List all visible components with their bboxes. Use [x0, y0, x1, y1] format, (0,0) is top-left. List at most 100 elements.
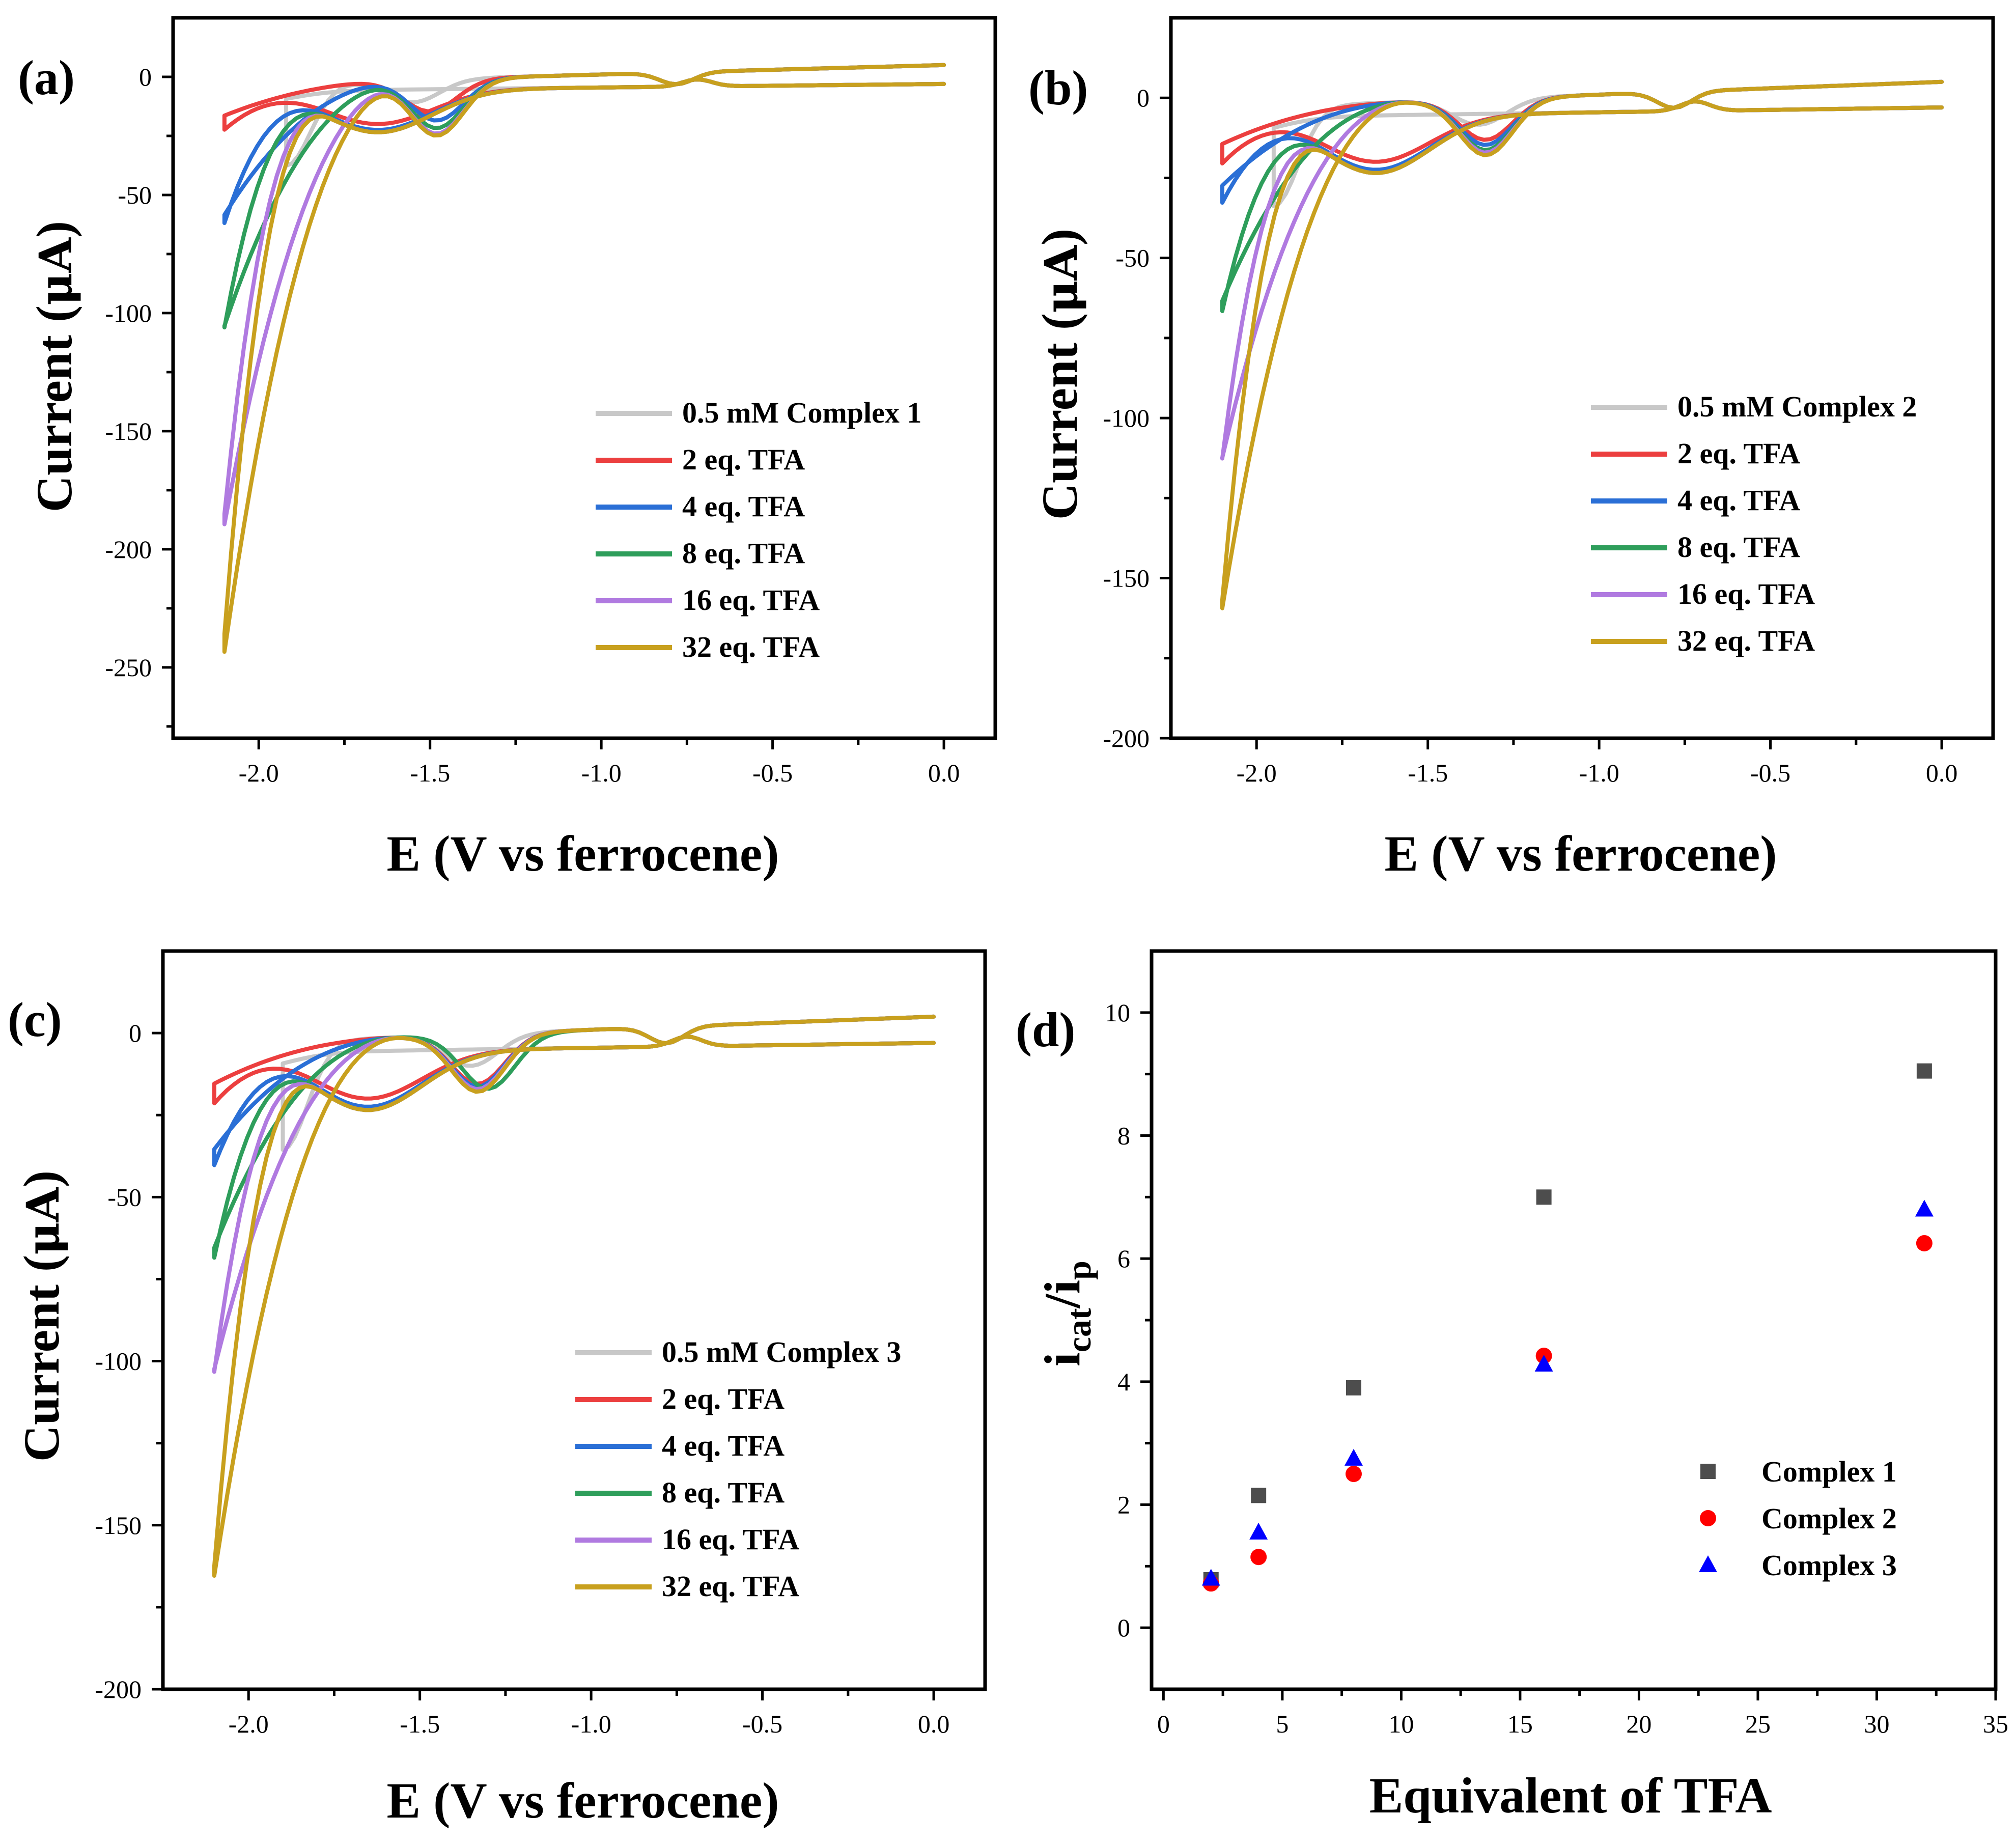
legend-marker	[1699, 1555, 1717, 1572]
plot-frame	[161, 949, 987, 1691]
cv-curve-16-eq	[222, 63, 946, 526]
y-tick-label: 0	[129, 1019, 142, 1047]
cv-curve-complex	[284, 63, 946, 168]
x-tick-label: -1.0	[581, 759, 622, 787]
panel-label: (a)	[18, 50, 75, 105]
cv-curve-complex	[1271, 79, 1944, 208]
legend-label: 0.5 mM Complex 2	[1677, 390, 1917, 423]
data-point-complex-1	[1251, 1488, 1267, 1503]
legend-label: 32 eq. TFA	[1677, 624, 1815, 657]
x-tick-label: 20	[1626, 1710, 1651, 1738]
y-tick-label: -100	[95, 1347, 142, 1376]
x-tick-label: 30	[1864, 1710, 1889, 1738]
legend-label: Complex 3	[1761, 1549, 1897, 1582]
legend-label: 4 eq. TFA	[682, 490, 805, 523]
legend-label: 32 eq. TFA	[662, 1570, 799, 1603]
panel-label: (d)	[1016, 1002, 1075, 1057]
legend-label: 16 eq. TFA	[682, 583, 820, 617]
legend-marker	[1700, 1464, 1716, 1479]
data-point-complex-2	[1345, 1466, 1362, 1483]
x-tick-label: -1.5	[400, 1710, 440, 1738]
cv-curve-4-eq	[1220, 79, 1944, 205]
legend-label: 4 eq. TFA	[662, 1429, 785, 1462]
y-axis-label: icat/ip	[1034, 1261, 1098, 1366]
x-tick-label: -0.5	[742, 1710, 782, 1738]
data-point-complex-2	[1916, 1235, 1933, 1251]
y-tick-label: -100	[105, 299, 152, 327]
panel-a: -2.0 -1.5 -1.0 -0.5 0.0 0 -50 -100 -150 -200 -250 (…	[18, 16, 997, 882]
panel-label: (c)	[8, 992, 62, 1047]
y-axis-label: Current (μA)	[26, 221, 82, 512]
x-axis-label: Equivalent of TFA	[1369, 1767, 1772, 1824]
y-tick-label: 10	[1105, 998, 1130, 1027]
x-tick-label: -1.5	[410, 759, 450, 787]
y-tick-label: -200	[1103, 724, 1150, 752]
x-tick-label: -1.0	[571, 1710, 611, 1738]
panel-d: 0 5 10 15 20 25 30 35 0 2 4 6 8 10 (d) Equivalent of TF…	[1016, 949, 2008, 1824]
x-tick-label: 15	[1507, 1710, 1533, 1738]
y-tick-label: 4	[1117, 1367, 1130, 1396]
data-point-complex-3	[1534, 1355, 1553, 1372]
cv-curve-32-eq	[1220, 79, 1944, 610]
panel-b: -2.0 -1.5 -1.0 -0.5 0.0 0 -50 -100 -150 -200 (b) E …	[1028, 16, 1995, 882]
legend-label: 8 eq. TFA	[682, 537, 805, 570]
y-tick-label: -150	[105, 417, 152, 445]
data-point-complex-3	[1915, 1199, 1934, 1217]
y-tick-label: 0	[1117, 1613, 1130, 1642]
legend-label: 2 eq. TFA	[682, 443, 805, 476]
data-point-complex-1	[1916, 1063, 1932, 1079]
plot-frame	[1169, 16, 1995, 740]
panel-label: (b)	[1028, 61, 1088, 115]
x-tick-label: -2.0	[239, 759, 279, 787]
x-axis-label: E (V vs ferrocene)	[1384, 825, 1777, 882]
panel-c: -2.0 -1.5 -1.0 -0.5 0.0 0 -50 -100 -150 -200 (c) E …	[8, 949, 987, 1829]
y-tick-label: 0	[1137, 83, 1150, 112]
data-point-complex-3	[1249, 1522, 1268, 1540]
legend-label: Complex 1	[1761, 1455, 1897, 1488]
cv-curve-32-eq	[222, 63, 946, 654]
legend-label: 0.5 mM Complex 1	[682, 396, 921, 429]
y-tick-label: -150	[95, 1511, 142, 1540]
y-tick-label: -50	[118, 181, 152, 209]
x-tick-label: -1.0	[1579, 759, 1619, 787]
x-tick-label: -2.0	[229, 1710, 269, 1738]
y-axis-label: Current (μA)	[13, 1170, 70, 1462]
legend-marker	[1700, 1510, 1716, 1526]
x-tick-label: -0.5	[752, 759, 793, 787]
x-tick-label: 0.0	[918, 1710, 950, 1738]
y-axis-label: Current (μA)	[1031, 229, 1088, 520]
y-tick-label: 2	[1117, 1491, 1130, 1519]
x-tick-label: 25	[1745, 1710, 1771, 1738]
y-tick-label: -50	[107, 1183, 142, 1211]
data-point-complex-2	[1250, 1549, 1267, 1566]
legend-label: 8 eq. TFA	[662, 1476, 785, 1509]
x-tick-label: 10	[1388, 1710, 1414, 1738]
x-tick-label: 0.0	[1926, 759, 1958, 787]
x-tick-label: 35	[1983, 1710, 2008, 1738]
data-point-complex-3	[1201, 1569, 1220, 1586]
y-tick-label: -100	[1103, 404, 1150, 432]
data-point-complex-1	[1536, 1189, 1552, 1205]
x-tick-label: -2.0	[1237, 759, 1277, 787]
y-tick-label: -250	[105, 653, 152, 682]
x-axis-label: E (V vs ferrocene)	[386, 825, 779, 882]
y-tick-label: -200	[105, 535, 152, 564]
x-axis-label: E (V vs ferrocene)	[386, 1772, 779, 1829]
legend-label: 0.5 mM Complex 3	[662, 1335, 901, 1369]
legend-label: 8 eq. TFA	[1677, 530, 1800, 564]
legend-label: 16 eq. TFA	[1677, 577, 1815, 610]
y-tick-label: 6	[1117, 1244, 1130, 1273]
legend-label: 32 eq. TFA	[682, 630, 820, 663]
y-tick-label: 8	[1117, 1122, 1130, 1150]
y-tick-label: -200	[95, 1675, 142, 1704]
legend-label: 16 eq. TFA	[662, 1523, 799, 1556]
x-tick-label: -0.5	[1750, 759, 1790, 787]
x-tick-label: 5	[1276, 1710, 1289, 1738]
legend-label: 2 eq. TFA	[662, 1382, 785, 1415]
data-point-complex-3	[1344, 1448, 1363, 1466]
x-tick-label: -1.5	[1408, 759, 1448, 787]
legend-label: Complex 2	[1761, 1502, 1897, 1535]
legend-label: 4 eq. TFA	[1677, 484, 1800, 517]
data-point-complex-1	[1346, 1380, 1361, 1395]
